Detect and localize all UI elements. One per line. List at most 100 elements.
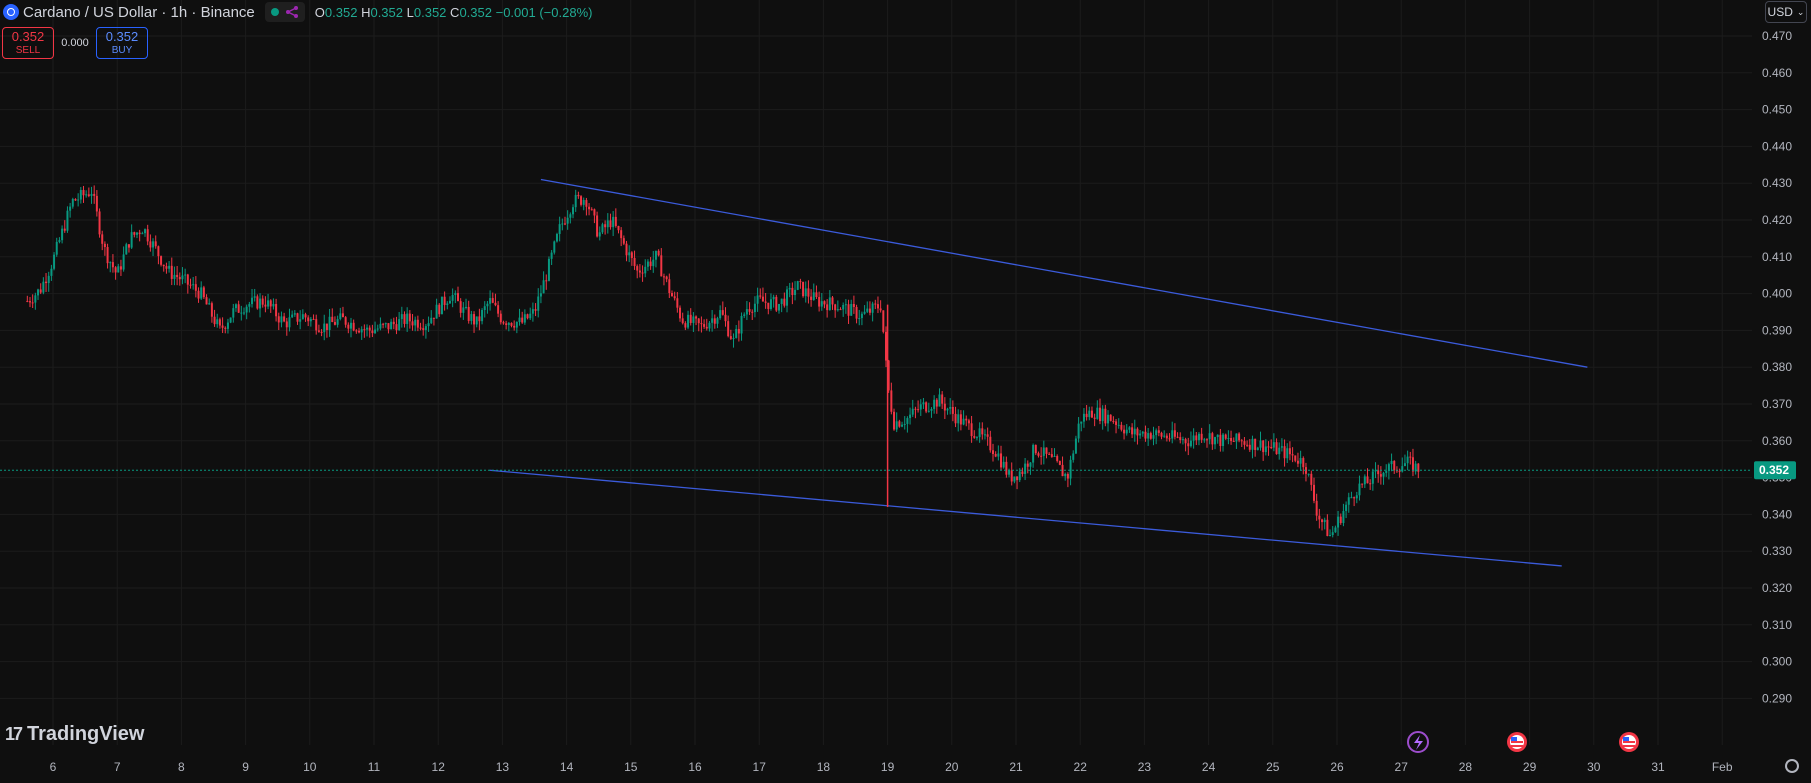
candle-body	[69, 206, 72, 211]
candle-body	[1048, 453, 1051, 455]
candle-body	[483, 306, 486, 311]
candle-body	[542, 280, 545, 294]
candle-body	[1219, 434, 1222, 447]
currency-select[interactable]: USD ⌄	[1765, 1, 1807, 23]
candle-body	[1329, 535, 1332, 537]
candle-body	[1222, 434, 1225, 447]
candle-body	[719, 310, 722, 319]
candle-body	[414, 319, 417, 326]
us-flag-event-icon[interactable]	[1507, 732, 1527, 752]
candle-body	[997, 453, 1000, 457]
candle-body	[138, 232, 141, 235]
market-status[interactable]	[264, 2, 305, 22]
candle-body	[927, 410, 930, 412]
candle-body	[630, 252, 633, 258]
candle-body	[478, 316, 481, 322]
candle-body	[593, 209, 596, 216]
candle-body	[1034, 444, 1037, 454]
candle-body	[991, 450, 994, 455]
candle-body	[408, 313, 411, 322]
tradingview-logo[interactable]: 17 TradingView	[5, 723, 144, 746]
us-flag-event-icon[interactable]	[1619, 732, 1639, 752]
candle-body	[539, 293, 542, 297]
candle-body	[1374, 470, 1377, 472]
candle-body	[1310, 473, 1313, 485]
candle-body	[438, 304, 441, 315]
buy-button[interactable]: 0.352 BUY	[96, 27, 148, 59]
candle-body	[1013, 476, 1016, 482]
candle-body	[1045, 447, 1048, 454]
chart-header: Cardano / US Dollar · 1h · Binance O0.35…	[0, 0, 592, 24]
candle-body	[1331, 532, 1334, 536]
candle-body	[95, 195, 98, 212]
candle-body	[1107, 414, 1110, 424]
buy-label: BUY	[111, 45, 133, 56]
candle-body	[28, 301, 31, 303]
candle-body	[526, 314, 529, 319]
time-tick-label: 31	[1651, 760, 1665, 774]
candle-body	[1155, 430, 1158, 436]
candle-body	[515, 321, 518, 328]
candle-body	[729, 336, 732, 339]
candle-body	[355, 330, 358, 332]
candle-body	[933, 399, 936, 409]
candle-body	[499, 313, 502, 323]
time-tick-label: 17	[753, 760, 767, 774]
sell-button[interactable]: 0.352 SELL	[2, 27, 54, 59]
candle-body	[796, 281, 799, 290]
candle-body	[705, 326, 708, 329]
candle-body	[901, 424, 904, 427]
candle-body	[606, 220, 609, 228]
change-value: −0.001 (−0.28%)	[495, 4, 593, 20]
candle-body	[673, 296, 676, 299]
candle-body	[676, 298, 679, 308]
candle-body	[101, 234, 104, 244]
candle-body	[315, 319, 318, 331]
candle-body	[296, 313, 299, 322]
symbol-title[interactable]: Cardano / US Dollar · 1h · Binance	[23, 3, 255, 21]
candle-body	[366, 327, 369, 330]
candle-body	[1286, 448, 1289, 459]
candle-body	[1411, 457, 1414, 472]
candle-body	[545, 280, 548, 282]
candle-body	[301, 314, 304, 320]
lightning-event-icon[interactable]	[1407, 731, 1429, 753]
candle-body	[751, 311, 754, 313]
candle-body	[547, 258, 550, 281]
candle-body	[844, 304, 847, 306]
candle-body	[1296, 460, 1299, 464]
candle-body	[831, 297, 834, 305]
candle-body	[291, 314, 294, 318]
candle-body	[1382, 472, 1385, 477]
candle-body	[703, 324, 706, 327]
candle-body	[558, 224, 561, 234]
candle-body	[858, 318, 861, 320]
candle-body	[502, 322, 505, 324]
candle-body	[876, 304, 879, 309]
candle-body	[909, 414, 912, 419]
candle-body	[780, 298, 783, 304]
candle-body	[775, 296, 778, 311]
candle-body	[523, 314, 526, 323]
candle-body	[374, 329, 377, 334]
settings-gear-icon[interactable]	[1785, 759, 1799, 773]
candle-body	[962, 418, 965, 425]
time-tick-label: 9	[242, 760, 249, 774]
candle-body	[850, 303, 853, 316]
candle-body	[1403, 463, 1406, 467]
candle-body	[221, 325, 224, 328]
candle-body	[71, 199, 74, 207]
candle-body	[1248, 444, 1251, 450]
candle-body	[788, 287, 791, 290]
candle-body	[392, 321, 395, 325]
candle-body	[152, 241, 155, 248]
candle-body	[614, 216, 617, 226]
candle-body	[895, 421, 898, 430]
candle-body	[141, 233, 144, 235]
candle-body	[970, 423, 973, 437]
candle-body	[804, 288, 807, 297]
candle-body	[625, 243, 628, 256]
share-icon	[285, 6, 298, 18]
candle-body	[681, 318, 684, 324]
